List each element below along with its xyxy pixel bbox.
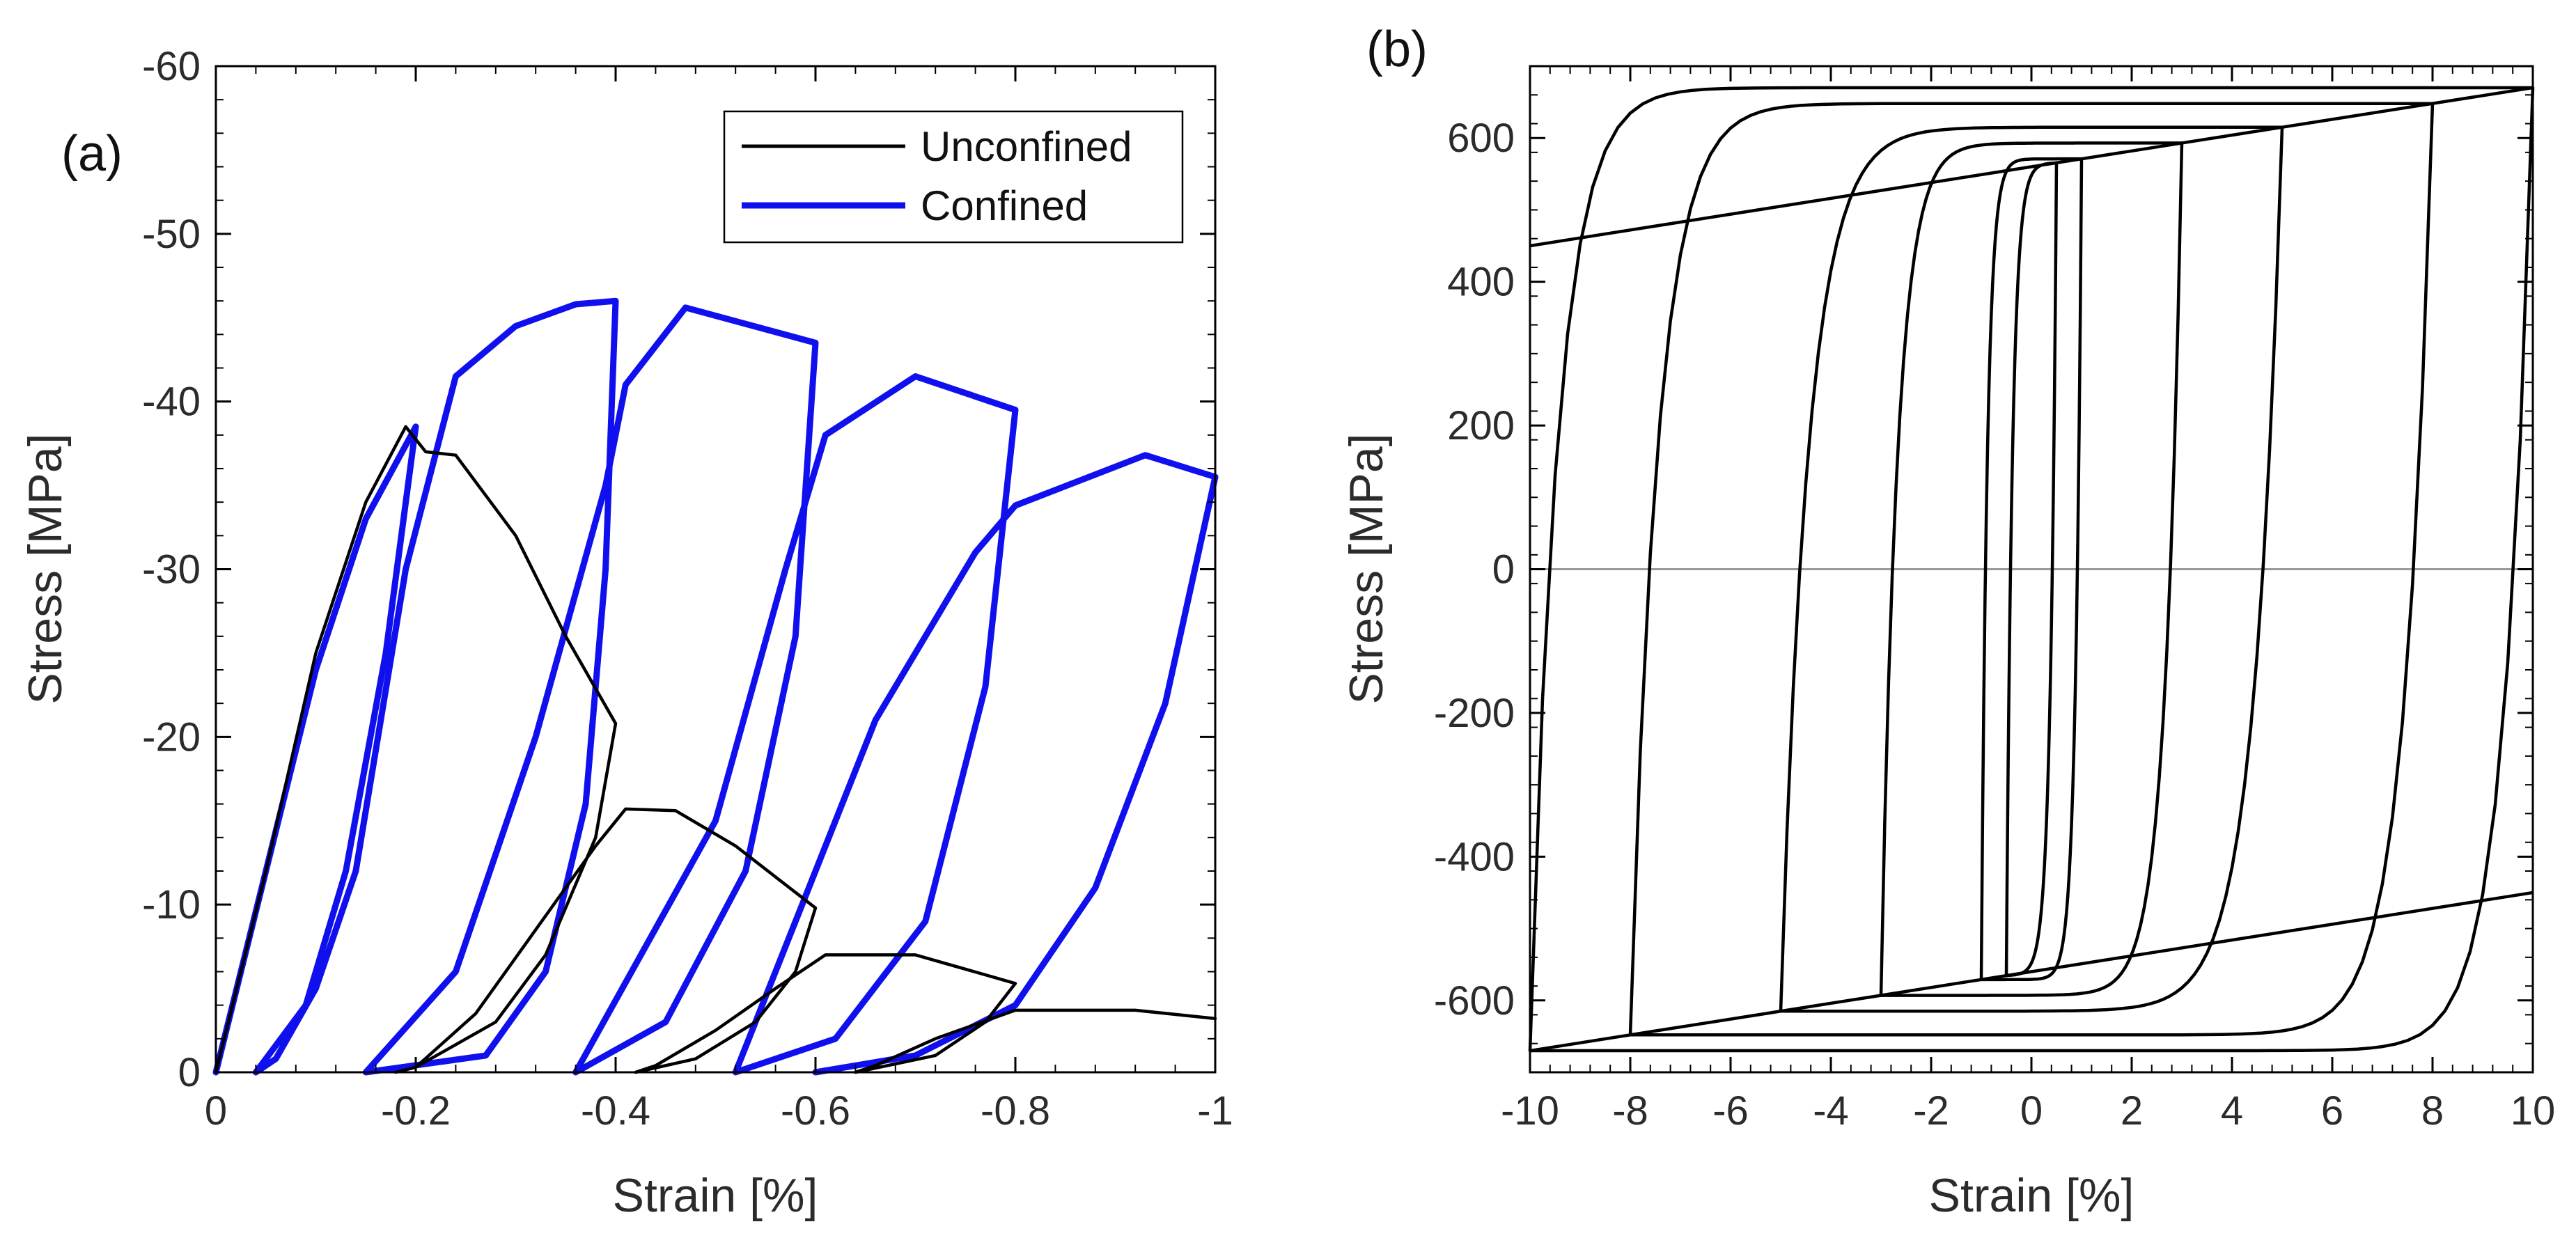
legend-label-confined: Confined bbox=[921, 182, 1088, 229]
panel-a-x-tick-labels: 0 -0.2 -0.4 -0.6 -0.8 -1 bbox=[205, 1088, 1233, 1134]
panel-a-x-tick-label: -0.8 bbox=[981, 1088, 1050, 1134]
panel-a-x-tick-label: -0.4 bbox=[581, 1088, 650, 1134]
series-unconfined-line bbox=[214, 425, 1217, 1074]
panel-a-y-tick-labels: 0 -10 -20 -30 -40 -50 -60 bbox=[142, 44, 201, 1095]
lower-envelope-line bbox=[1529, 891, 2534, 1053]
panel-a-y-tick-label: -40 bbox=[142, 379, 201, 425]
panel-a-y-tick-label: -20 bbox=[142, 714, 201, 760]
legend-label-unconfined: Unconfined bbox=[921, 123, 1132, 170]
panel-b-x-tick-label: -2 bbox=[1913, 1088, 1949, 1134]
panel-b-x-tick-label: -8 bbox=[1612, 1088, 1648, 1134]
panel-b-y-tick-label: 200 bbox=[1447, 403, 1515, 448]
legend-box bbox=[723, 110, 1184, 244]
panel-a-y-tick-label: -50 bbox=[142, 212, 201, 257]
panel-b-x-tick-label: -4 bbox=[1813, 1088, 1849, 1134]
panel-b-x-tick-label: -6 bbox=[1712, 1088, 1749, 1134]
panel-a-label: (a) bbox=[61, 126, 123, 182]
panel-a-y-tick-label: -10 bbox=[142, 882, 201, 927]
panel-b-y-tick-label: -600 bbox=[1434, 978, 1515, 1024]
panel-a-x-axis-label: Strain [%] bbox=[613, 1169, 818, 1222]
panel-a-ticks bbox=[214, 65, 1217, 1074]
panel-a-x-tick-label: -1 bbox=[1197, 1088, 1233, 1134]
panel-b-y-axis-label: Stress [MPa] bbox=[1340, 433, 1393, 704]
upper-envelope-line bbox=[1529, 86, 2534, 248]
panel-b-x-tick-label: 4 bbox=[2221, 1088, 2243, 1134]
panel-b-series bbox=[1528, 86, 2535, 1053]
panel-a-y-axis-label: Stress [MPa] bbox=[19, 433, 72, 704]
panel-b-y-tick-label: -400 bbox=[1434, 834, 1515, 879]
panel-b-x-tick-labels: -10 -8 -6 -4 -2 0 2 4 6 8 10 bbox=[1501, 1088, 2555, 1134]
series-confined-line bbox=[212, 297, 1219, 1076]
panel-b-y-tick-label: 400 bbox=[1447, 260, 1515, 305]
panel-b-y-tick-labels: -600 -400 -200 0 200 400 600 bbox=[1434, 116, 1515, 1024]
panel-a: 0 -0.2 -0.4 -0.6 -0.8 -1 0-10-20-30-40-50-60 … bbox=[19, 44, 1233, 1222]
panel-a-y-tick-label: -30 bbox=[142, 547, 201, 593]
panel-b-x-tick-label: 8 bbox=[2421, 1088, 2444, 1134]
panel-b: -10 -8 -6 -4 -2 0 2 4 6 8 10 -600 -400 -200 0 200 400 60… bbox=[1340, 22, 2555, 1222]
panel-b-y-tick-label: 0 bbox=[1492, 547, 1515, 593]
panel-b-x-tick-label: -10 bbox=[1501, 1088, 1559, 1134]
panel-b-x-tick-label: 6 bbox=[2321, 1088, 2343, 1134]
panel-b-label: (b) bbox=[1366, 22, 1428, 77]
panel-a-x-tick-label: 0 bbox=[205, 1088, 227, 1134]
panel-a-y-tick-label: 0 bbox=[178, 1050, 201, 1095]
panel-b-ticks bbox=[1529, 65, 2534, 1073]
panel-b-x-tick-label: 0 bbox=[2020, 1088, 2043, 1134]
panel-b-y-tick-label: 600 bbox=[1447, 116, 1515, 161]
panel-a-x-tick-label: -0.2 bbox=[381, 1088, 451, 1134]
panel-a-series bbox=[212, 297, 1219, 1076]
panel-b-x-tick-label: 2 bbox=[2121, 1088, 2143, 1134]
panel-b-y-tick-label: -200 bbox=[1434, 691, 1515, 736]
panel-b-x-axis-label: Strain [%] bbox=[1929, 1169, 2134, 1222]
panel-b-x-tick-label: 10 bbox=[2511, 1088, 2556, 1134]
panel-a-y-tick-label: -60 bbox=[142, 44, 201, 89]
panel-a-x-tick-label: -0.6 bbox=[781, 1088, 850, 1134]
legend: Unconfined Confined bbox=[723, 110, 1184, 244]
